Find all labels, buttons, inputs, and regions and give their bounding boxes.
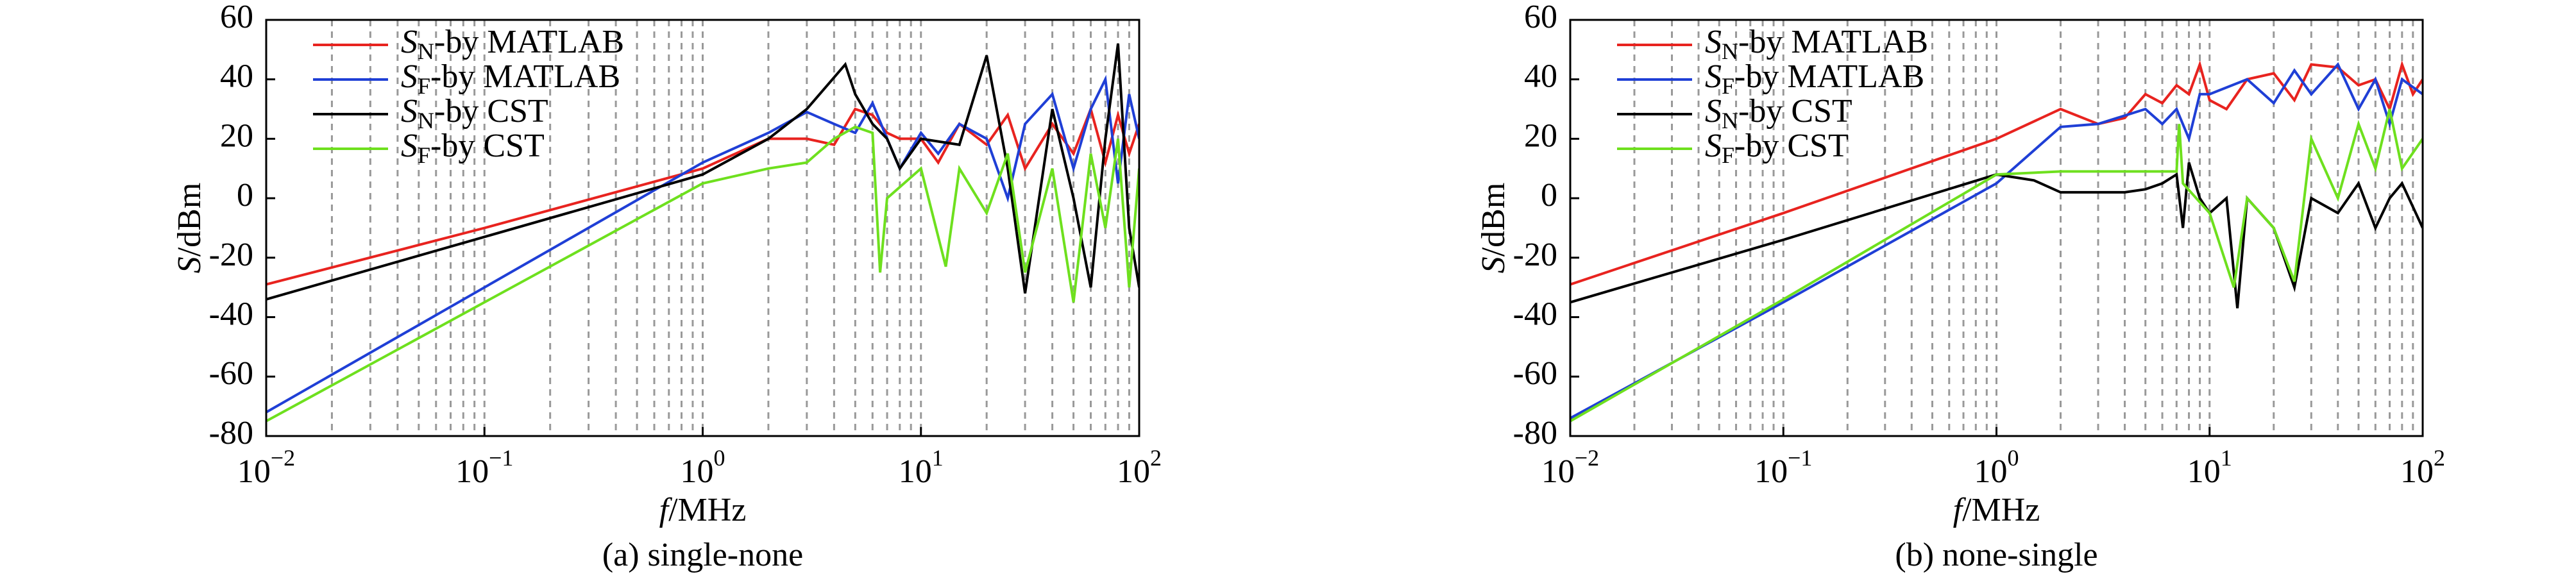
x-tick-label: 102 xyxy=(2400,445,2445,490)
y-axis-label: S/dBm xyxy=(171,183,208,274)
y-tick-label: -80 xyxy=(209,415,253,451)
series-line xyxy=(266,105,1139,286)
x-tick-label: 100 xyxy=(681,445,725,490)
y-tick-label: -40 xyxy=(209,296,253,333)
legend-label: SF-by MATLAB xyxy=(401,58,620,99)
y-axis-label: S/dBm xyxy=(1475,183,1512,274)
y-tick-label: -20 xyxy=(1513,237,1557,273)
x-axis-label: f/MHz xyxy=(1953,492,2040,528)
y-tick-label: 20 xyxy=(1524,117,1557,154)
caption: (a) single-none xyxy=(602,537,803,573)
x-tick-label: 101 xyxy=(899,445,944,490)
y-tick-label: 60 xyxy=(220,0,253,35)
y-tick-label: 0 xyxy=(1541,177,1557,214)
legend-label: SN-by CST xyxy=(1705,93,1852,133)
y-tick-label: -60 xyxy=(1513,355,1557,392)
x-tick-label: 10−2 xyxy=(237,445,295,490)
caption: (b) none-single xyxy=(1895,537,2097,573)
y-tick-label: 0 xyxy=(237,177,253,214)
y-tick-label: 20 xyxy=(220,117,253,154)
legend-label: SN-by MATLAB xyxy=(401,24,624,64)
y-tick-label: -80 xyxy=(1513,415,1557,451)
series-line xyxy=(1570,62,2423,419)
x-tick-label: 10−1 xyxy=(455,445,513,490)
legend-label: SN-by CST xyxy=(401,93,548,133)
legend-label: SN-by MATLAB xyxy=(1705,24,1928,64)
plot-frame xyxy=(265,19,1140,437)
y-tick-label: 40 xyxy=(1524,58,1557,95)
legend-label: SF-by CST xyxy=(401,128,545,168)
x-tick-label: 101 xyxy=(2187,445,2232,490)
legend-label: SF-by MATLAB xyxy=(1705,58,1924,99)
x-tick-label: 10−1 xyxy=(1754,445,1812,490)
y-tick-label: -20 xyxy=(209,237,253,273)
x-tick-label: 100 xyxy=(1974,445,2019,490)
x-tick-label: 10−2 xyxy=(1541,445,1599,490)
series-line xyxy=(1570,162,2423,308)
legend-label: SF-by CST xyxy=(1705,128,1849,168)
plot-frame xyxy=(1569,19,2424,437)
series-line xyxy=(266,43,1139,301)
y-tick-label: -40 xyxy=(1513,296,1557,333)
y-tick-label: -60 xyxy=(209,355,253,392)
series-line xyxy=(266,125,1139,423)
y-tick-label: 60 xyxy=(1524,0,1557,35)
series-line xyxy=(1570,108,2423,423)
y-tick-label: 40 xyxy=(220,58,253,95)
x-tick-label: 102 xyxy=(1117,445,1162,490)
x-axis-label: f/MHz xyxy=(659,492,747,528)
